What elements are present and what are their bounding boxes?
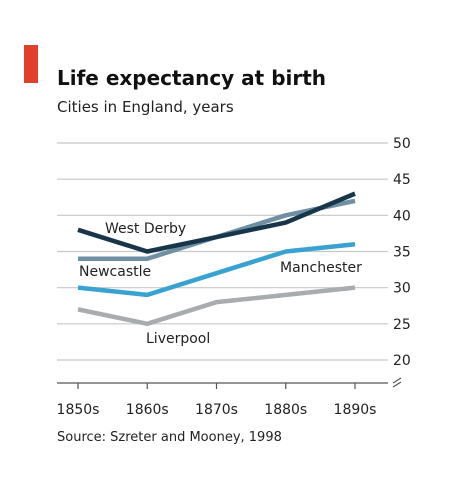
x-tick-label: 1860s: [126, 402, 169, 418]
y-tick-label: 20: [393, 353, 411, 369]
series-line-west-derby: [77, 191, 356, 254]
axis-break-mark: [392, 381, 402, 388]
series-labels: West Derby Newcastle Manchester Liverpool: [79, 221, 362, 347]
x-tick-label: 1870s: [195, 402, 238, 418]
y-tick-label: 40: [393, 208, 411, 224]
title-accent-bar: [24, 45, 38, 83]
series-label-manchester: Manchester: [280, 260, 362, 276]
x-tick-label: 1890s: [334, 402, 377, 418]
y-axis-ticks: 20 25 30 35 40 45 50: [393, 136, 411, 369]
series-label-west-derby: West Derby: [105, 221, 186, 237]
y-tick-label: 30: [393, 281, 411, 297]
gridlines: [57, 142, 388, 361]
chart-title: Life expectancy at birth: [57, 66, 326, 90]
chart-subtitle: Cities in England, years: [57, 98, 234, 116]
series-lines: [77, 191, 356, 327]
series-line-liverpool: [77, 285, 356, 327]
x-tick-label: 1880s: [264, 402, 307, 418]
y-tick-label: 35: [393, 245, 411, 261]
y-tick-label: 25: [393, 317, 411, 333]
x-tick-label: 1850s: [57, 402, 100, 418]
y-tick-label: 50: [393, 136, 411, 152]
y-tick-label: 45: [393, 172, 411, 188]
source-note: Source: Szreter and Mooney, 1998: [57, 430, 282, 445]
x-axis: 1850s 1860s 1870s 1880s 1890s: [57, 377, 402, 418]
series-label-newcastle: Newcastle: [79, 264, 151, 280]
series-label-liverpool: Liverpool: [146, 331, 210, 347]
axis-break-mark: [392, 377, 402, 384]
series-line-manchester: [77, 242, 356, 298]
